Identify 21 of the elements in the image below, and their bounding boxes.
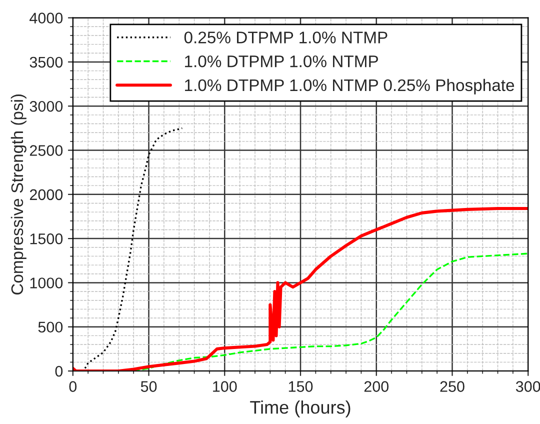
y-tick-label: 0 bbox=[55, 366, 63, 377]
y-tick-label: 3000 bbox=[30, 100, 63, 112]
y-tick-label: 4000 bbox=[30, 12, 63, 24]
x-tick-label: 150 bbox=[288, 381, 313, 392]
x-tick-label: 300 bbox=[516, 381, 540, 392]
y-axis-title: Compressive Strength (psi) bbox=[10, 94, 26, 295]
y-tick-label: 2500 bbox=[30, 145, 63, 156]
x-tick-label: 0 bbox=[69, 381, 77, 392]
x-axis-title: Time (hours) bbox=[250, 400, 350, 418]
y-tick-label: 500 bbox=[38, 322, 63, 333]
y-tick-label: 1000 bbox=[30, 278, 63, 288]
x-tick-label: 100 bbox=[213, 381, 237, 392]
y-tick-label: 3500 bbox=[30, 56, 63, 68]
legend-label: 1.0% DTPMP 1.0% NTMP bbox=[185, 55, 378, 68]
x-tick-label: 200 bbox=[364, 381, 389, 392]
x-tick-label: 50 bbox=[140, 381, 157, 392]
y-tick-label: 1500 bbox=[30, 233, 63, 244]
legend-label: 0.25% DTPMP 1.0% NTMP bbox=[184, 32, 388, 44]
x-tick-label: 250 bbox=[440, 381, 464, 392]
legend-label: 1.0% DTPMP 1.0% NTMP 0.25% Phosphate bbox=[185, 78, 514, 94]
y-tick-label: 2000 bbox=[30, 189, 63, 200]
